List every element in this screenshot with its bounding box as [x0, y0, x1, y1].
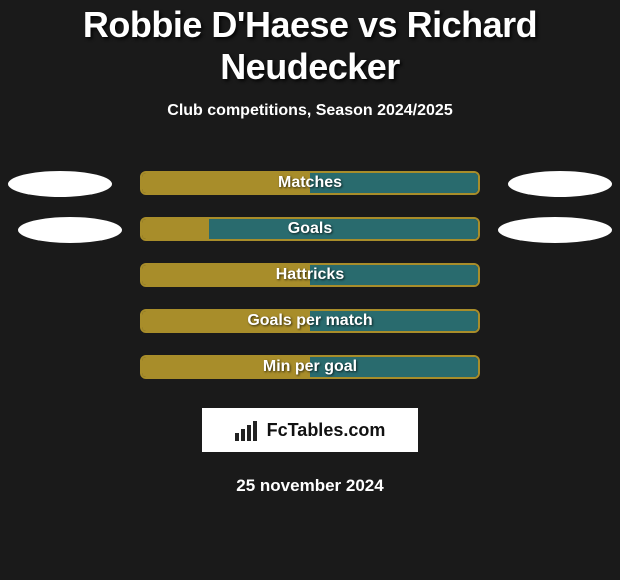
- fill-left: [142, 357, 310, 377]
- fill-left: [142, 311, 310, 331]
- fill-left: [142, 265, 310, 285]
- logo-chart-icon: [235, 419, 261, 441]
- comparison-card: Robbie D'Haese vs Richard Neudecker Club…: [0, 0, 620, 496]
- stat-bar: 02Goals: [140, 217, 480, 241]
- fctables-logo[interactable]: FcTables.com: [202, 408, 418, 452]
- stat-bar: 9Matches: [140, 171, 480, 195]
- fill-right: [310, 357, 478, 377]
- stat-row: 0.22Goals per match: [0, 298, 620, 344]
- title: Robbie D'Haese vs Richard Neudecker: [0, 4, 620, 88]
- fill-right: [310, 311, 478, 331]
- stat-row: 00Hattricks: [0, 252, 620, 298]
- stat-bar: 645Min per goal: [140, 355, 480, 379]
- subtitle: Club competitions, Season 2024/2025: [0, 102, 620, 120]
- stat-row: 645Min per goal: [0, 344, 620, 390]
- stat-row: 02Goals: [0, 206, 620, 252]
- fill-right: [209, 219, 478, 239]
- fill-left: [142, 173, 310, 193]
- stat-bar: 0.22Goals per match: [140, 309, 480, 333]
- fill-right: [310, 173, 478, 193]
- stats-container: 9Matches 02Goals 00Hattricks 0.22Goals per …: [0, 160, 620, 390]
- stat-bar: 00Hattricks: [140, 263, 480, 287]
- fill-right: [310, 265, 478, 285]
- date-label: 25 november 2024: [0, 476, 620, 496]
- logo-text: FcTables.com: [267, 420, 386, 441]
- stat-row: 9Matches: [0, 160, 620, 206]
- fill-left: [142, 219, 209, 239]
